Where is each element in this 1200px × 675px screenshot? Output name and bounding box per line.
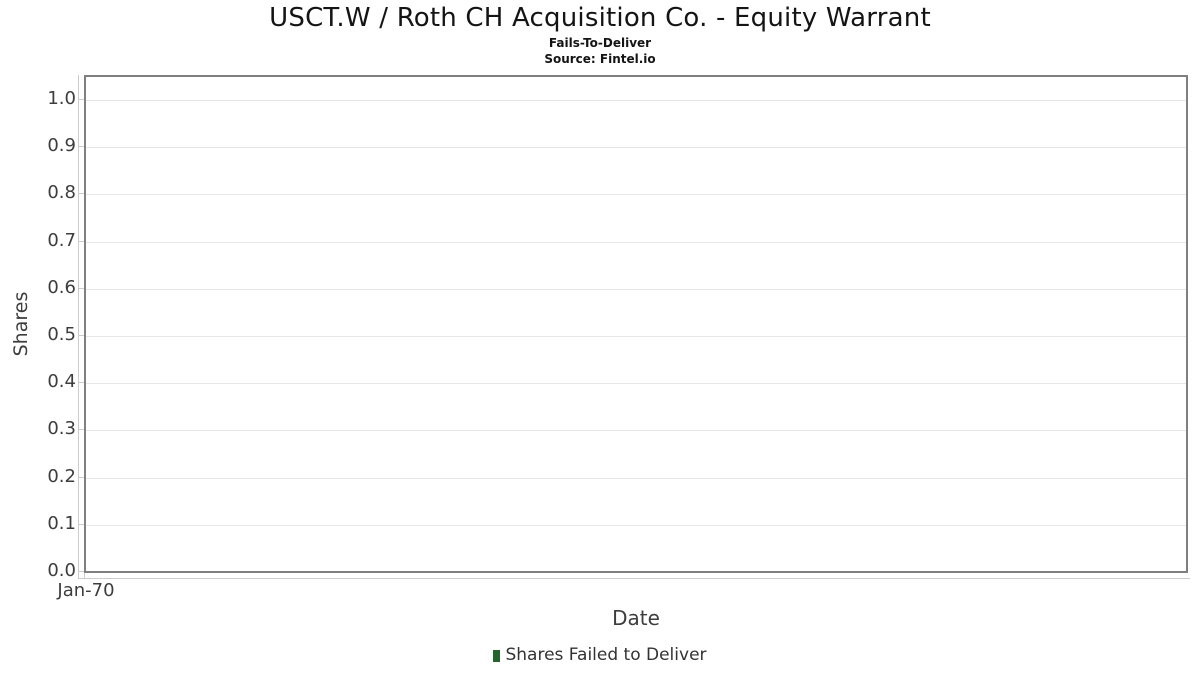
y-tick-mark [78, 477, 84, 478]
y-tick-mark [78, 288, 84, 289]
chart-source: Source: Fintel.io [544, 52, 656, 66]
y-tick-mark [78, 335, 84, 336]
x-tick-mark [84, 573, 85, 579]
x-axis-title: Date [612, 606, 660, 630]
chart-subtitle: Fails-To-Deliver [548, 36, 652, 50]
y-tick-mark [78, 146, 84, 147]
y-tick-mark [78, 571, 84, 572]
y-tick-label: 0.0 [47, 560, 76, 581]
y-tick-label: 0.6 [47, 277, 76, 298]
gridline [86, 289, 1186, 290]
y-tick-mark [78, 524, 84, 525]
gridline [86, 383, 1186, 384]
chart-title: USCT.W / Roth CH Acquisition Co. - Equit… [269, 3, 931, 33]
y-tick-mark [78, 429, 84, 430]
gridline [86, 336, 1186, 337]
plot-area [84, 75, 1188, 573]
y-tick-label: 0.8 [47, 182, 76, 203]
gridline [86, 430, 1186, 431]
y-tick-mark [78, 382, 84, 383]
y-tick-label: 0.5 [47, 324, 76, 345]
gridline [86, 147, 1186, 148]
gridline [86, 100, 1186, 101]
y-tick-label: 1.0 [47, 88, 76, 109]
y-axis-title: Shares [10, 291, 32, 357]
x-axis-line [78, 578, 1190, 579]
gridline [86, 525, 1186, 526]
gridline [86, 242, 1186, 243]
y-tick-label: 0.7 [47, 230, 76, 251]
legend: Shares Failed to Deliver [0, 645, 1200, 665]
y-tick-label: 0.1 [47, 513, 76, 534]
legend-label: Shares Failed to Deliver [505, 645, 707, 665]
y-tick-label: 0.9 [47, 135, 76, 156]
legend-item-shares-failed[interactable]: Shares Failed to Deliver [493, 645, 707, 665]
y-tick-label: 0.3 [47, 418, 76, 439]
y-tick-mark [78, 99, 84, 100]
legend-marker-icon [493, 650, 501, 662]
gridline [86, 478, 1186, 479]
y-tick-label: 0.4 [47, 371, 76, 392]
y-tick-mark [78, 193, 84, 194]
x-tick-label: Jan-70 [57, 580, 115, 601]
gridline [86, 194, 1186, 195]
y-tick-mark [78, 241, 84, 242]
y-axis-line [78, 75, 79, 579]
y-tick-label: 0.2 [47, 466, 76, 487]
